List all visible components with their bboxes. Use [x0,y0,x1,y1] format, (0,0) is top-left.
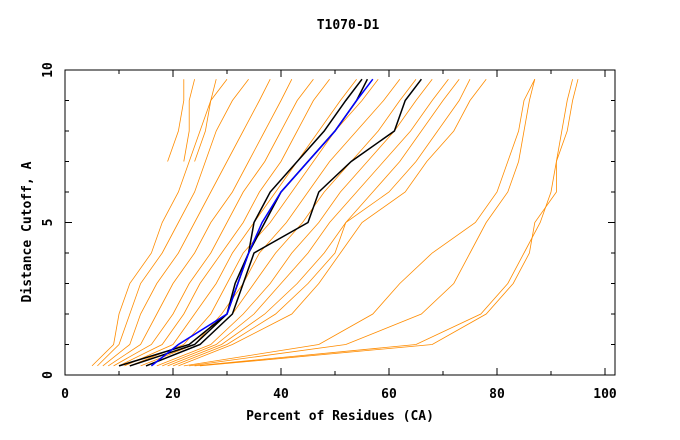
reference-curve-1 [129,78,369,367]
model-curve-3 [107,79,293,367]
model-curve-1 [97,78,249,367]
model-curve-6 [124,78,357,367]
x-tick-label: 0 [61,387,69,402]
x-tick-label: 20 [165,387,181,402]
model-curve-4 [113,78,314,367]
plot-frame [64,69,616,376]
model-curve-9 [145,78,417,367]
model-curve-12 [167,78,460,367]
x-tick-label: 60 [381,387,397,402]
x-tick-label: 40 [273,387,289,402]
highlight-curve-0 [150,78,374,367]
y-tick-label: 5 [41,219,56,227]
model-curve-14 [178,78,487,367]
model-curve-5 [118,78,330,367]
x-axis-label: Percent of Residues (CA) [246,409,434,424]
model-curve-18 [183,79,536,367]
y-tick-label: 0 [41,371,56,379]
x-tick-label: 80 [489,387,505,402]
plot-area [91,78,579,367]
model-curve-21 [199,79,579,367]
x-tick-label: 100 [593,387,617,402]
chart-title: T1070-D1 [317,18,380,33]
model-curve-13 [172,79,471,367]
y-tick-label: 10 [41,62,56,78]
reference-curve-2 [145,78,422,367]
model-curve-2 [102,79,271,367]
model-curve-0 [91,78,228,367]
axes: 0 20 40 60 80 100 0 5 10 [41,62,617,402]
model-curve-20 [194,79,573,367]
y-axis-label: Distance Cutoff, A [20,161,35,302]
model-curve-15 [167,79,185,162]
model-curve-19 [189,79,536,367]
reference-curve-0 [118,78,363,367]
model-curve-10 [156,78,433,367]
model-curve-11 [162,78,449,367]
model-curve-16 [183,79,195,162]
model-curve-7 [129,78,379,367]
model-curve-8 [140,78,401,367]
model-curve-17 [194,79,217,162]
